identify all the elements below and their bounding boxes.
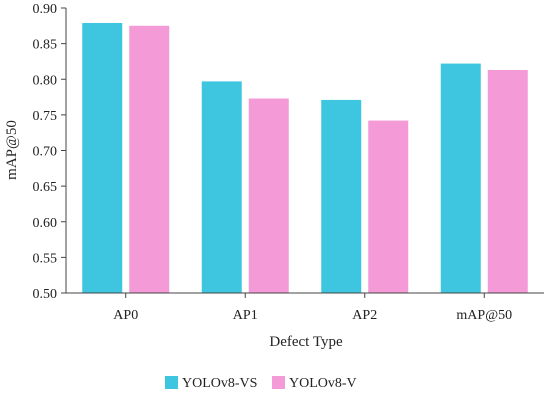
- legend-swatch-YOLOv8-VS: [165, 376, 178, 389]
- bar-YOLOv8-VS-AP1: [201, 81, 242, 293]
- legend: YOLOv8-VS YOLOv8-V: [165, 376, 357, 391]
- x-tick-label: AP2: [352, 308, 377, 323]
- plot-area: AP0 AP1 AP2 mAP@50 0.50 0.55 0.60 0.65 0.70 0.75 0…: [33, 2, 544, 323]
- legend-label-YOLOv8-V: YOLOv8-V: [289, 376, 357, 391]
- bar-YOLOv8-V-AP0: [129, 25, 170, 293]
- y-tick-label: 0.50: [33, 287, 58, 302]
- x-tick-label: AP1: [233, 308, 258, 323]
- bar-YOLOv8-VS-AP2: [321, 99, 362, 293]
- legend-swatch-YOLOv8-V: [272, 376, 285, 389]
- y-tick-label: 0.60: [33, 216, 58, 231]
- y-tick-label: 0.85: [33, 38, 58, 53]
- bar-YOLOv8-V-AP1: [248, 98, 289, 293]
- bar-YOLOv8-V-mAP@50: [487, 69, 528, 293]
- x-tick-label: mAP@50: [456, 308, 512, 323]
- y-tick-label: 0.90: [33, 2, 58, 17]
- y-tick-label: 0.55: [33, 251, 58, 266]
- bar-YOLOv8-VS-AP0: [82, 22, 123, 294]
- bar-YOLOv8-VS-mAP@50: [440, 63, 481, 294]
- x-tick-label: AP0: [113, 308, 138, 323]
- y-tick-label: 0.80: [33, 73, 58, 88]
- y-axis-title: mAP@50: [4, 120, 20, 180]
- y-tick-label: 0.65: [33, 180, 58, 195]
- y-tick-label: 0.75: [33, 109, 58, 124]
- bar-YOLOv8-V-AP2: [368, 120, 409, 293]
- x-axis-title: Defect Type: [269, 334, 343, 350]
- legend-label-YOLOv8-VS: YOLOv8-VS: [182, 376, 257, 391]
- y-tick-label: 0.70: [33, 145, 58, 160]
